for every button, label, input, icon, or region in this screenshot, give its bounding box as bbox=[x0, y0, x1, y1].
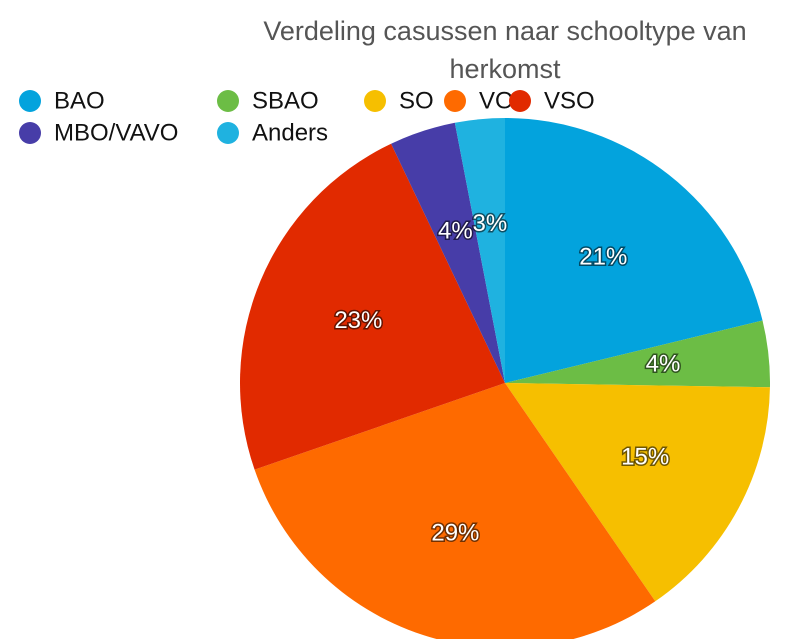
chart-title: Verdeling casussen naar schooltype van h… bbox=[263, 16, 747, 84]
legend-label: SBAO bbox=[252, 87, 319, 114]
legend-marker bbox=[217, 90, 239, 112]
legend-marker bbox=[217, 122, 239, 144]
pie-slice bbox=[391, 122, 505, 384]
legend-label: BAO bbox=[54, 87, 105, 114]
data-label: 23% bbox=[334, 307, 382, 334]
legend-marker bbox=[19, 90, 41, 112]
data-label: 3% bbox=[473, 210, 508, 237]
legend-label: MBO/VAVO bbox=[54, 119, 178, 146]
pie-slice bbox=[505, 118, 763, 383]
legend-marker bbox=[19, 122, 41, 144]
legend-label: VO bbox=[479, 87, 514, 114]
data-label: 29% bbox=[431, 519, 479, 546]
legend-marker bbox=[444, 90, 466, 112]
pie-slice bbox=[240, 143, 505, 470]
legend-label: Anders bbox=[252, 119, 328, 146]
legend-label: VSO bbox=[544, 87, 595, 114]
data-label: 21% bbox=[579, 243, 627, 270]
pie-slice bbox=[505, 383, 770, 602]
data-label: 15% bbox=[621, 443, 669, 470]
legend-label: SO bbox=[399, 87, 434, 114]
pie-slice bbox=[254, 383, 656, 639]
data-label: 4% bbox=[646, 351, 681, 378]
pie-slice bbox=[454, 118, 505, 383]
pie-slice bbox=[505, 320, 770, 388]
legend-marker bbox=[509, 90, 531, 112]
legend-marker bbox=[364, 90, 386, 112]
data-label: 4% bbox=[438, 217, 473, 244]
